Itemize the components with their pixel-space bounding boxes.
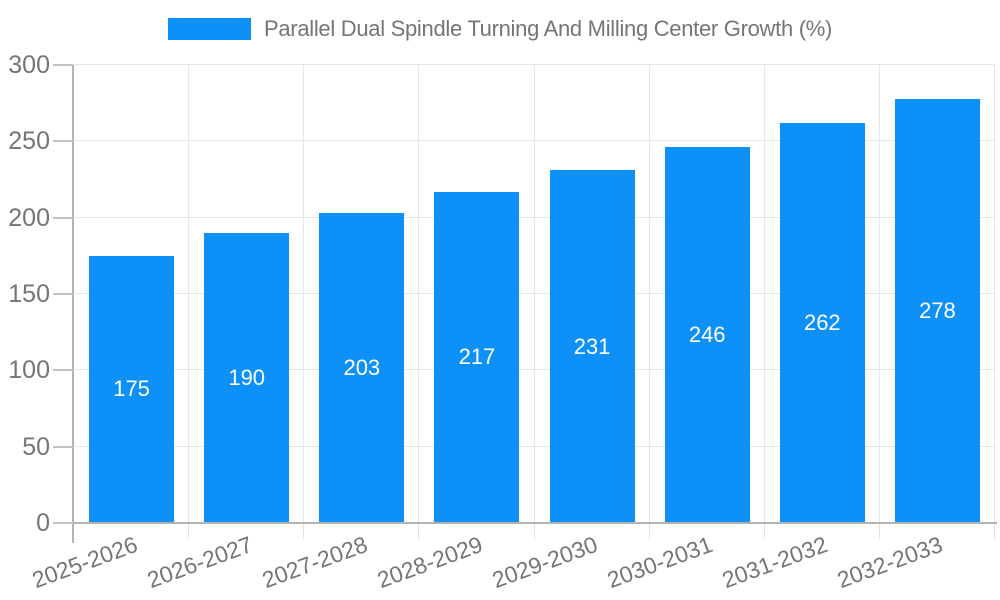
bar-value-label: 175 [113,376,150,402]
x-axis-label: 2028-2029 [373,531,486,594]
y-axis-tick-label: 250 [8,127,50,156]
gridline-horizontal [74,293,995,294]
bar[interactable] [89,255,175,523]
x-axis-tick-mark [533,524,535,539]
chart-legend[interactable]: Parallel Dual Spindle Turning And Millin… [0,16,1000,42]
bar-value-label: 231 [573,333,611,359]
x-axis-tick-mark [418,524,420,539]
x-axis-label: 2025-2026 [28,531,141,594]
x-axis-tick-mark [303,524,305,539]
bar[interactable] [549,170,635,523]
gridline-horizontal [74,216,995,218]
x-axis-tick-mark [878,524,880,539]
y-axis-tick-label: 150 [8,280,50,308]
y-axis-tick-mark [53,445,73,448]
gridline-vertical [533,65,535,523]
y-axis-tick-label: 50 [22,432,50,461]
bar-value-label: 203 [343,355,381,381]
y-axis-tick-mark [53,64,73,66]
y-axis-tick-label: 100 [8,356,50,385]
bar[interactable] [204,232,290,523]
bar-value-label: 217 [458,344,496,370]
x-axis-label: 2032-2033 [834,531,947,594]
x-axis-label: 2031-2032 [718,531,832,594]
x-axis-label: 2030-2031 [603,531,717,594]
gridline-vertical [994,65,995,523]
gridline-vertical [188,65,190,523]
bar[interactable] [319,213,405,523]
bar[interactable] [894,98,980,523]
x-axis-label: 2026-2027 [143,531,256,594]
gridline-horizontal [74,369,995,371]
gridline-horizontal [74,445,995,447]
x-axis-tick-mark [648,524,650,539]
y-axis-tick-mark [53,369,73,372]
gridline-vertical [763,65,765,523]
bar[interactable] [664,147,750,523]
bar[interactable] [434,191,520,523]
x-axis-label: 2029-2030 [488,531,601,594]
plot-area: 175 190 203 217 231 246 262 278 [74,64,995,523]
bar-value-label: 246 [688,322,726,348]
bar-value-label: 278 [919,297,956,323]
x-axis-tick-mark [994,524,995,539]
y-axis-tick-label: 300 [8,51,50,79]
gridline-horizontal [74,64,995,65]
bar[interactable] [779,123,865,523]
y-axis-tick-mark [53,216,73,219]
y-axis-tick-label: 0 [36,509,50,537]
x-axis-tick-mark [763,524,765,539]
y-axis-tick-mark [53,140,73,143]
gridline-vertical [878,65,880,523]
x-axis-line [72,522,997,524]
x-axis-labels: 2025-2026 2026-2027 2027-2028 2028-2029 2029… [28,531,995,600]
y-axis-tick-mark [53,293,73,295]
gridline-vertical [648,65,650,523]
y-axis-line [72,65,74,543]
x-axis-label: 2027-2028 [258,531,371,594]
y-axis-tick-mark [53,522,73,524]
gridline-horizontal [74,140,995,142]
x-axis-tick-mark [188,524,190,539]
bar-value-label: 190 [228,364,266,390]
gridline-vertical [303,65,305,523]
legend-swatch [167,18,251,40]
y-axis-tick-label: 200 [8,203,50,232]
bar-value-label: 262 [803,310,841,335]
gridline-vertical [418,65,420,523]
legend-label: Parallel Dual Spindle Turning And Millin… [263,16,833,41]
